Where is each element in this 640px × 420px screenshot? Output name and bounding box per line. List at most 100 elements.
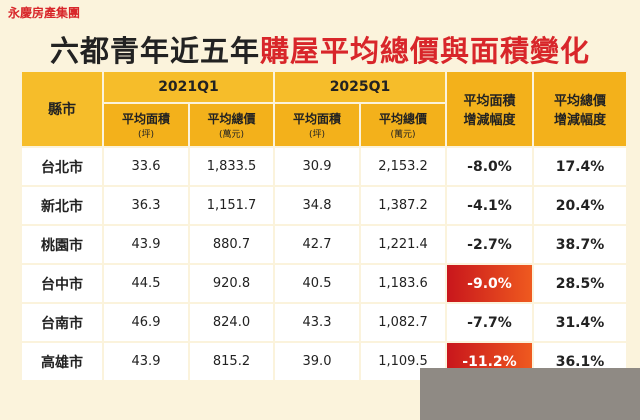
table-cell: 824.0 bbox=[190, 304, 273, 341]
cell-text: 824.0 bbox=[212, 315, 251, 330]
cell-text: 縣市 bbox=[48, 102, 76, 118]
cell-text: 平均總價 bbox=[553, 94, 606, 109]
table-cell: -4.1% bbox=[447, 187, 532, 224]
table-cell: 17.4% bbox=[534, 148, 626, 185]
cell-text: 44.5 bbox=[131, 276, 161, 291]
cell-text: 平均總價 bbox=[207, 112, 256, 126]
cell-text: 台中市 bbox=[41, 276, 83, 293]
cell-text: 30.9 bbox=[302, 159, 332, 174]
cell-text: 1,151.7 bbox=[206, 198, 257, 213]
cell-text: 1,183.6 bbox=[378, 276, 428, 291]
subheader-cell: 平均總價 (萬元) bbox=[361, 104, 445, 146]
table-cell: 新北市 bbox=[22, 187, 102, 224]
table-cell: -8.0% bbox=[447, 148, 532, 185]
table-cell: 1,109.5 bbox=[361, 343, 445, 380]
cell-text: 平均面積 bbox=[292, 112, 341, 126]
cell-text: 2,153.2 bbox=[378, 159, 428, 174]
cell-text: (坪) bbox=[308, 130, 326, 140]
table-cell: 44.5 bbox=[104, 265, 188, 302]
table-cell: 28.5% bbox=[534, 265, 626, 302]
cell-text: 台南市 bbox=[41, 315, 83, 332]
cell-text: (萬元) bbox=[390, 130, 416, 140]
table-cell: 36.3 bbox=[104, 187, 188, 224]
table-cell: 20.4% bbox=[534, 187, 626, 224]
subheader-cell: 平均面積 (坪) bbox=[275, 104, 359, 146]
cell-text: -7.7% bbox=[467, 314, 512, 331]
cell-text: 1,109.5 bbox=[378, 354, 428, 369]
cell-text: (萬元) bbox=[218, 130, 245, 140]
cell-text: 33.6 bbox=[131, 159, 161, 174]
cell-text: 平均面積 bbox=[121, 112, 170, 126]
cell-text: 36.3 bbox=[131, 198, 161, 213]
cell-text: 39.0 bbox=[302, 354, 332, 369]
cell-text: -11.2% bbox=[462, 353, 517, 370]
table-cell: 1,833.5 bbox=[190, 148, 273, 185]
title-part: 六都青年近五年 bbox=[49, 34, 260, 68]
table-cell: 38.7% bbox=[534, 226, 626, 263]
table-cell: -7.7% bbox=[447, 304, 532, 341]
cell-text: 880.7 bbox=[212, 237, 251, 252]
table-cell: 40.5 bbox=[275, 265, 359, 302]
cell-text: 43.3 bbox=[302, 315, 332, 330]
cell-text: 1,833.5 bbox=[206, 159, 257, 174]
cell-text: 平均總價 bbox=[378, 112, 427, 126]
table-cell: 39.0 bbox=[275, 343, 359, 380]
cell-text: 1,221.4 bbox=[378, 237, 428, 252]
header-cell: 平均面積 增減幅度 bbox=[447, 72, 532, 146]
header-cell: 2021Q1 bbox=[104, 72, 273, 102]
table-cell: 880.7 bbox=[190, 226, 273, 263]
cell-text: (坪) bbox=[137, 130, 155, 140]
header-cell: 2025Q1 bbox=[275, 72, 445, 102]
logo: 永慶房產集團 bbox=[8, 6, 81, 20]
subheader-cell: 平均面積 (坪) bbox=[104, 104, 188, 146]
table-cell: 42.7 bbox=[275, 226, 359, 263]
cell-text: 桃園市 bbox=[41, 237, 83, 254]
cell-text: 815.2 bbox=[212, 354, 251, 369]
table-cell: -9.0% bbox=[447, 265, 532, 302]
cell-text: 1,082.7 bbox=[378, 315, 428, 330]
table-cell: 33.6 bbox=[104, 148, 188, 185]
cell-text: 920.8 bbox=[212, 276, 251, 291]
cell-text: 43.9 bbox=[131, 354, 161, 369]
cell-text: 新北市 bbox=[41, 198, 83, 215]
title-part: 購屋平均總價與面積變化 bbox=[260, 34, 591, 68]
cell-text: 1,387.2 bbox=[378, 198, 428, 213]
cell-text: -9.0% bbox=[467, 275, 512, 292]
table-cell: 1,221.4 bbox=[361, 226, 445, 263]
table-cell: 920.8 bbox=[190, 265, 273, 302]
cell-text: 增減幅度 bbox=[463, 113, 516, 128]
cell-text: 2021Q1 bbox=[158, 79, 219, 95]
table-cell: 1,082.7 bbox=[361, 304, 445, 341]
subheader-cell: 平均總價 (萬元) bbox=[190, 104, 273, 146]
cell-text: 40.5 bbox=[302, 276, 332, 291]
table-cell: 台北市 bbox=[22, 148, 102, 185]
cell-text: 高雄市 bbox=[41, 354, 83, 371]
cell-text: 2025Q1 bbox=[329, 79, 391, 95]
overlay bbox=[420, 368, 640, 420]
table-cell: 46.9 bbox=[104, 304, 188, 341]
cell-text: 43.9 bbox=[131, 237, 161, 252]
table: 縣市 2021Q1 平均面積 (坪) 平均總價 (萬元) 2025Q1 平均面積 (坪) 平均總價… bbox=[22, 72, 626, 380]
cell-text: 34.8 bbox=[302, 198, 332, 213]
table-cell: 台南市 bbox=[22, 304, 102, 341]
cell-text: 增減幅度 bbox=[553, 113, 606, 128]
cell-text: 20.4% bbox=[555, 197, 605, 214]
table-cell: 1,151.7 bbox=[190, 187, 273, 224]
cell-text: 台北市 bbox=[41, 159, 83, 176]
cell-text: 46.9 bbox=[131, 315, 161, 330]
cell-text: 31.4% bbox=[555, 314, 605, 331]
cell-text: 17.4% bbox=[555, 158, 605, 175]
header-cell: 平均總價 增減幅度 bbox=[534, 72, 626, 146]
table-cell: 1,387.2 bbox=[361, 187, 445, 224]
cell-text: -2.7% bbox=[467, 236, 512, 253]
cell-text: -4.1% bbox=[467, 197, 512, 214]
cell-text: 38.7% bbox=[555, 236, 605, 253]
table-cell: 30.9 bbox=[275, 148, 359, 185]
table-cell: 31.4% bbox=[534, 304, 626, 341]
table-cell: 高雄市 bbox=[22, 343, 102, 380]
table-cell: 43.9 bbox=[104, 343, 188, 380]
cell-text: 28.5% bbox=[555, 275, 605, 292]
table-cell: 1,183.6 bbox=[361, 265, 445, 302]
cell-text: 36.1% bbox=[555, 353, 605, 370]
